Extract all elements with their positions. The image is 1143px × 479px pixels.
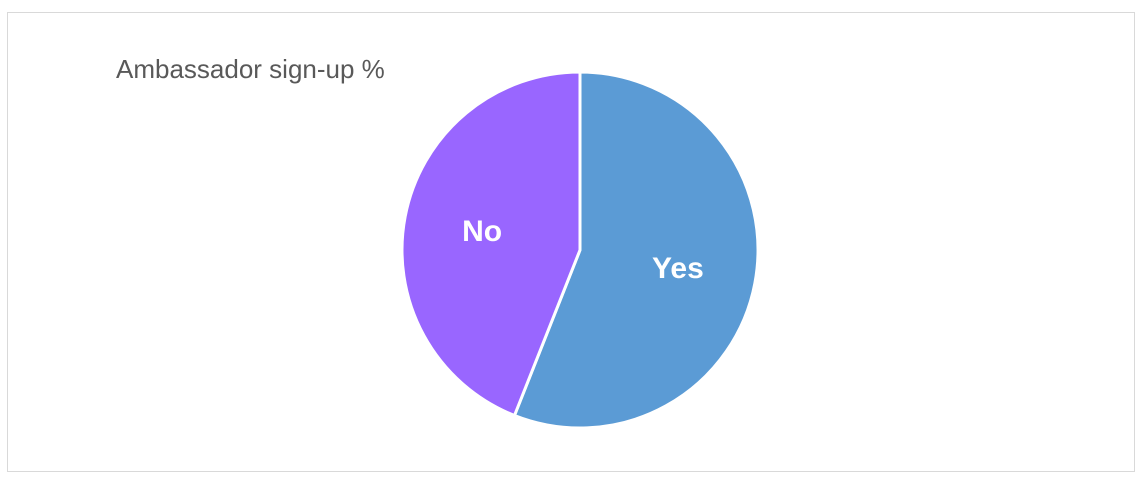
pie-slice-yes xyxy=(512,70,760,430)
slice-label-yes: Yes xyxy=(652,252,704,285)
chart-title: Ambassador sign-up % xyxy=(116,54,385,84)
pie-slice-no xyxy=(400,70,582,417)
slice-label-no: No xyxy=(462,215,502,248)
pie-slices xyxy=(400,70,760,430)
pie-labels: Yes No xyxy=(462,215,704,285)
